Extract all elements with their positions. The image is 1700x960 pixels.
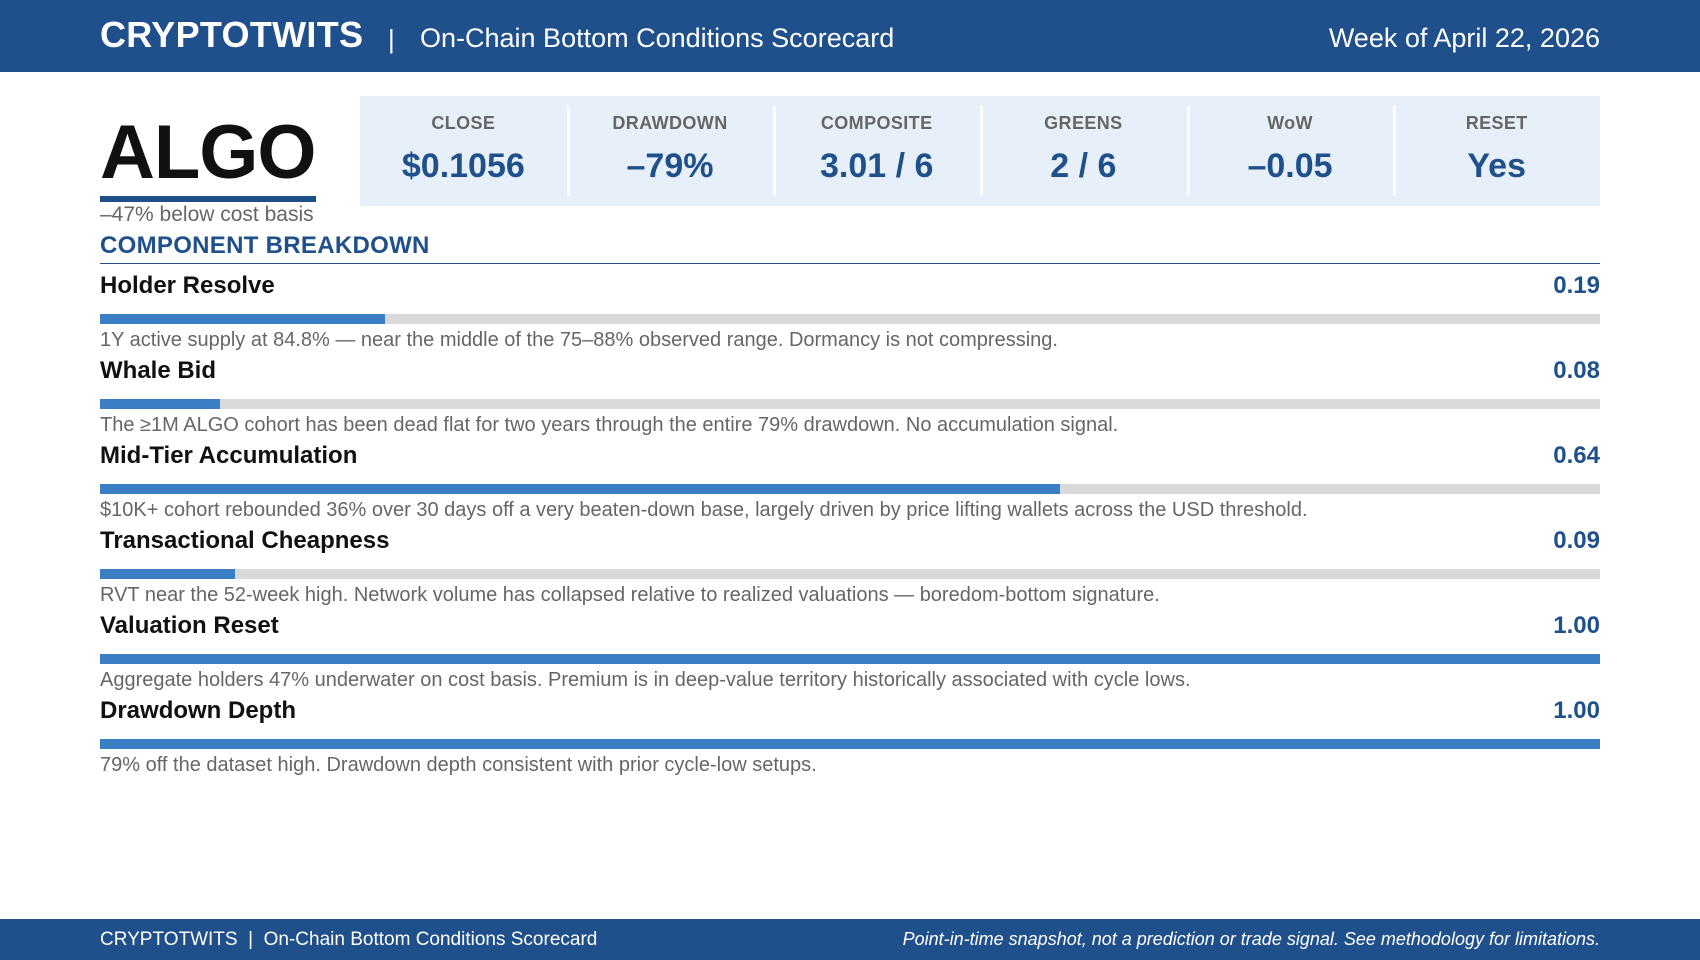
score-bar-track: [100, 314, 1600, 324]
metric-wow: WoW –0.05: [1186, 96, 1394, 206]
component-name: Whale Bid: [100, 357, 217, 384]
metric-value: $0.1056: [401, 147, 525, 185]
component-transactional-cheapness: Transactional Cheapness 0.09 RVT near th…: [100, 525, 1600, 610]
score-bar-fill: [100, 739, 1600, 749]
metric-value: –79%: [626, 147, 714, 185]
component-name: Drawdown Depth: [100, 697, 296, 724]
component-name: Valuation Reset: [100, 612, 279, 639]
score-bar-fill: [100, 314, 385, 324]
metric-value: –0.05: [1247, 147, 1333, 185]
component-description: 1Y active supply at 84.8% — near the mid…: [100, 329, 1058, 351]
component-description: 79% off the dataset high. Drawdown depth…: [100, 754, 817, 776]
metric-value: 3.01 / 6: [819, 147, 934, 185]
component-valuation-reset: Valuation Reset 1.00 Aggregate holders 4…: [100, 610, 1600, 695]
footer-bar: CRYPTOTWITS | On-Chain Bottom Conditions…: [0, 919, 1700, 960]
header-bar: CRYPTOTWITS | On-Chain Bottom Conditions…: [0, 0, 1700, 72]
score-bar-fill: [100, 484, 1060, 494]
component-name: Mid-Tier Accumulation: [100, 442, 358, 469]
metric-value: Yes: [1467, 147, 1526, 185]
score-bar-track: [100, 654, 1600, 664]
component-holder-resolve: Holder Resolve 0.19 1Y active supply at …: [100, 270, 1600, 355]
section-title: COMPONENT BREAKDOWN: [100, 232, 430, 259]
score-bar-track: [100, 399, 1600, 409]
component-score: 0.19: [1553, 272, 1600, 299]
component-score: 0.09: [1553, 527, 1600, 554]
component-mid-tier-accumulation: Mid-Tier Accumulation 0.64 $10K+ cohort …: [100, 440, 1600, 525]
footer-brand: CRYPTOTWITS | On-Chain Bottom Conditions…: [100, 929, 598, 950]
asset-ticker: ALGO: [100, 110, 317, 202]
metric-greens: GREENS 2 / 6: [980, 96, 1187, 206]
week-label: Week of April 22, 2026: [1328, 23, 1600, 53]
metric-label: WoW: [1267, 113, 1313, 133]
score-bar-fill: [100, 399, 220, 409]
component-score: 1.00: [1553, 697, 1600, 724]
score-bar-fill: [100, 654, 1600, 664]
footer-disclaimer: Point-in-time snapshot, not a prediction…: [902, 929, 1600, 949]
metric-label: COMPOSITE: [820, 113, 933, 133]
score-bar-track: [100, 569, 1600, 579]
component-description: Aggregate holders 47% underwater on cost…: [100, 669, 1191, 691]
metric-drawdown: DRAWDOWN –79%: [566, 96, 774, 206]
component-name: Transactional Cheapness: [100, 527, 390, 554]
header-separator: |: [388, 24, 395, 54]
section-divider: [100, 263, 1600, 264]
metric-label: GREENS: [1044, 113, 1123, 133]
header-subtitle: On-Chain Bottom Conditions Scorecard: [420, 23, 895, 53]
component-drawdown-depth: Drawdown Depth 1.00 79% off the dataset …: [100, 695, 1600, 780]
component-score: 0.08: [1553, 357, 1600, 384]
metric-close: CLOSE $0.1056: [360, 96, 567, 206]
metric-label: RESET: [1465, 113, 1528, 133]
brand-name: CRYPTOTWITS: [100, 14, 364, 55]
component-score: 1.00: [1553, 612, 1600, 639]
component-whale-bid: Whale Bid 0.08 The ≥1M ALGO cohort has b…: [100, 355, 1600, 440]
score-bar-track: [100, 739, 1600, 749]
component-score: 0.64: [1553, 442, 1600, 469]
component-description: $10K+ cohort rebounded 36% over 30 days …: [100, 499, 1308, 521]
metric-value: 2 / 6: [1050, 147, 1117, 185]
score-bar-track: [100, 484, 1600, 494]
cost-basis-note: –47% below cost basis: [100, 203, 314, 226]
component-name: Holder Resolve: [100, 272, 275, 299]
metric-label: CLOSE: [431, 113, 496, 133]
metric-reset: RESET Yes: [1393, 96, 1600, 206]
metrics-panel: CLOSE $0.1056 DRAWDOWN –79% COMPOSITE 3.…: [360, 96, 1600, 206]
metric-composite: COMPOSITE 3.01 / 6: [773, 96, 980, 206]
component-description: The ≥1M ALGO cohort has been dead flat f…: [100, 414, 1119, 436]
score-bar-fill: [100, 569, 235, 579]
component-list: Holder Resolve 0.19 1Y active supply at …: [100, 270, 1600, 780]
component-description: RVT near the 52-week high. Network volum…: [100, 584, 1160, 606]
metric-label: DRAWDOWN: [612, 113, 728, 133]
